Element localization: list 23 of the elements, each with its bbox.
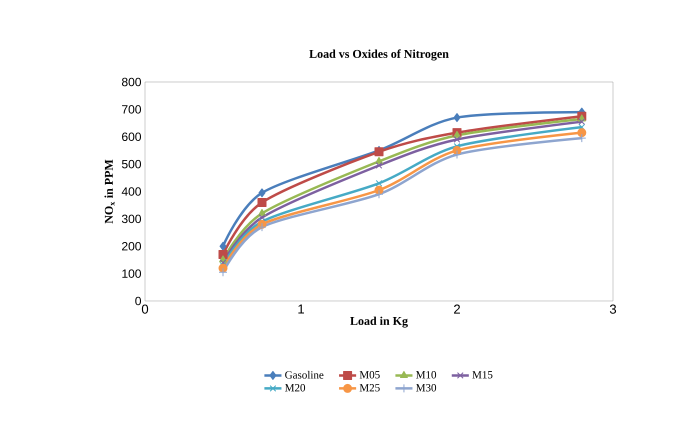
- legend-label: M10: [416, 371, 436, 378]
- y-tick-label: 300: [122, 214, 142, 224]
- y-tick-label: 600: [122, 132, 142, 141]
- y-tick-label: 700: [122, 105, 142, 114]
- y-axis-title: NO$_{x}$ in PPM: [104, 160, 115, 224]
- x-tick-label: 2: [454, 304, 460, 314]
- y-tick-label: 400: [122, 187, 142, 196]
- y-tick-label: 0: [135, 296, 142, 306]
- y-tick-label: 100: [122, 269, 142, 278]
- x-tick-label: 0: [142, 304, 148, 314]
- legend-label: M30: [416, 384, 436, 392]
- x-tick-label: 1: [298, 304, 304, 314]
- legend-label: M20: [285, 384, 306, 392]
- y-tick-label: 200: [122, 242, 142, 250]
- legend-label: M05: [360, 371, 380, 378]
- legend-label: Gasoline: [285, 370, 324, 379]
- chart-title: Load vs Oxides of Nitrogen: [309, 49, 449, 60]
- legend-label: M15: [472, 371, 492, 378]
- y-tick-label: 800: [122, 78, 142, 86]
- legend-label: M25: [360, 384, 380, 392]
- y-tick-label: 500: [122, 160, 142, 168]
- x-axis-title: Load in Kg: [350, 316, 408, 328]
- x-tick-label: 3: [610, 304, 616, 314]
